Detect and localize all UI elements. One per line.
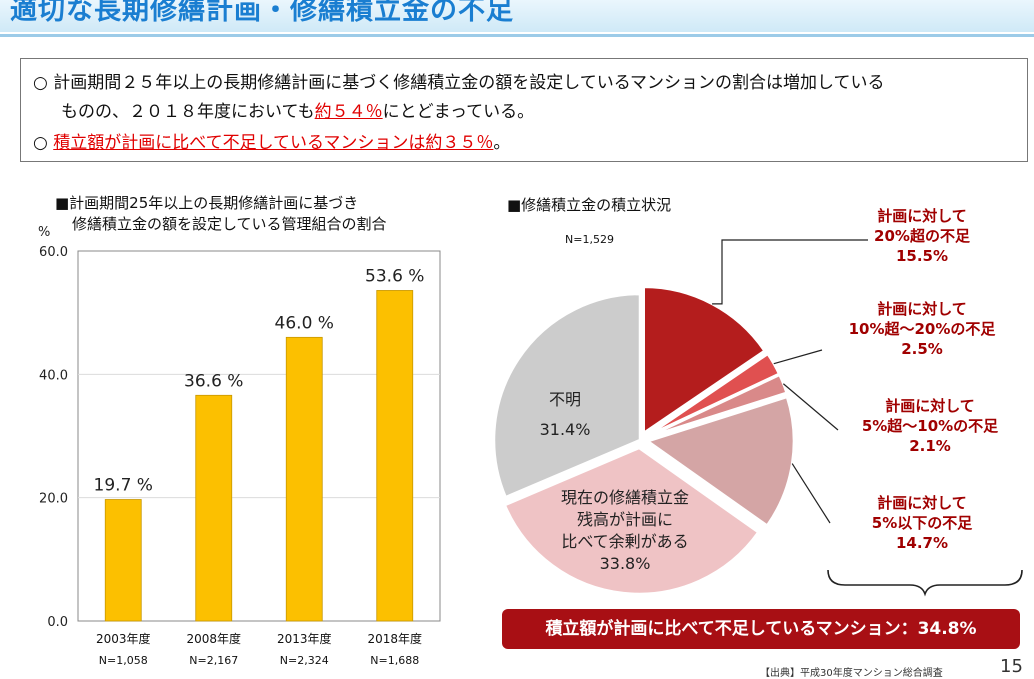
category-label: 2013年度 (277, 631, 332, 646)
pie-callout-label: 計画に対して (877, 207, 967, 225)
y-tick-label: 20.0 (39, 492, 68, 507)
category-label: 2018年度 (367, 631, 422, 646)
header-divider (0, 34, 1034, 37)
bar-plot-frame (77, 250, 441, 622)
bar (285, 336, 323, 622)
pie-slice (503, 446, 761, 596)
summary-text-2b: にとどまっている。 (382, 102, 535, 122)
pie-chart: N=1,529 計画に対して 20%超の不足 15.5% 計画に対して 10%超～20%の… (492, 207, 1023, 597)
bar-value-label: 19.7 % (94, 476, 153, 496)
summary-text-1: 計画期間２５年以上の長期修繕計画に基づく修繕積立金の額を設定しているマンションの… (53, 73, 885, 93)
pie-callout-label: 5%以下の不足 (872, 514, 973, 532)
page-title: 適切な長期修繕計画・修繕積立金の不足 (10, 0, 514, 26)
pie-slice-label: 比べて余剰がある (561, 532, 688, 551)
bar (376, 290, 414, 622)
summary-line-1: ○ 計画期間２５年以上の長期修繕計画に基づく修繕積立金の額を設定しているマンショ… (33, 68, 885, 93)
bar (195, 394, 233, 622)
page-number: 15 (1000, 656, 1023, 677)
bar-chart: 0.0 20.0 40.0 60.0% 19.7 % 2003年度 N=1,058 36.6 … (38, 225, 441, 667)
y-axis-unit: % (38, 225, 50, 240)
source-note: 【出典】平成30年度マンション総合調査 (760, 668, 943, 679)
sample-size-label: N=2,324 (280, 654, 329, 667)
bar-chart-title-2: 修繕積立金の額を設定している管理組合の割合 (72, 215, 387, 233)
summary-box: ○ 計画期間２５年以上の長期修繕計画に基づく修繕積立金の額を設定しているマンショ… (20, 58, 1028, 162)
sample-size-label: N=2,167 (189, 654, 238, 667)
bar-value-label: 36.6 % (184, 371, 243, 391)
summary-highlight-35: 積立額が計画に比べて不足しているマンションは約３５％ (53, 133, 494, 153)
bullet-circle: ○ (33, 73, 48, 93)
pie-slice-label: 不明 (549, 390, 581, 409)
pie-slice-label: 残高が計画に (577, 510, 673, 529)
pie-slice-label: 33.8% (600, 554, 651, 573)
pie-callout-label: 計画に対して (877, 300, 967, 318)
category-label: 2008年度 (186, 631, 241, 646)
leader-line (782, 383, 839, 431)
summary-highlight-54: 約５４％ (314, 102, 383, 122)
pie-slice (492, 292, 642, 499)
pie-slice (645, 395, 796, 528)
summary-text-2a: ものの、２０１８年度においても (61, 102, 315, 122)
leader-line (791, 463, 831, 524)
pie-callout-label: 計画に対して (885, 397, 975, 415)
pie-sample-size: N=1,529 (565, 233, 614, 246)
pie-slice-label: 31.4% (540, 420, 591, 439)
bar-value-label: 53.6 % (365, 266, 424, 286)
leader-line (773, 349, 823, 365)
sample-size-label: N=1,058 (99, 654, 148, 667)
bar-value-label: 46.0 % (275, 313, 334, 333)
bar (104, 499, 142, 622)
pie-slice (646, 373, 789, 439)
leader-line (712, 239, 868, 305)
y-tick-label: 60.0 (39, 245, 68, 260)
pie-callout-label: 計画に対して (877, 494, 967, 512)
header-band (0, 0, 1034, 32)
bullet-circle: ○ (33, 133, 48, 153)
pie-callout-label: 10%超～20%の不足 (849, 320, 997, 338)
y-tick-label: 0.0 (47, 615, 68, 630)
y-tick-label: 40.0 (39, 368, 68, 383)
category-label: 2003年度 (96, 631, 151, 646)
pie-callout-label: 5%超～10%の不足 (862, 417, 999, 435)
bar-chart-title-1: ■計画期間25年以上の長期修繕計画に基づき (55, 194, 359, 212)
sample-size-label: N=1,688 (370, 654, 419, 667)
pie-chart-title: ■修繕積立金の積立状況 (507, 196, 672, 214)
summary-text-3b: 。 (493, 133, 511, 153)
total-shortage-badge: 積立額が計画に比べて不足しているマンション：34.8% (502, 609, 1020, 649)
pie-callout-label: 20%超の不足 (874, 227, 971, 245)
pie-callout-label: 2.5% (901, 340, 943, 358)
pie-slice (642, 285, 767, 436)
summary-line-2: ものの、２０１８年度においても約５４％にとどまっている。 (61, 97, 534, 122)
summary-line-3: ○ 積立額が計画に比べて不足しているマンションは約３５％。 (33, 128, 510, 153)
brace-icon (827, 569, 1023, 597)
pie-callout-label: 2.1% (909, 437, 951, 455)
pie-callout-label: 14.7% (896, 534, 948, 552)
pie-slice-label: 現在の修繕積立金 (561, 488, 689, 507)
pie-callout-label: 15.5% (896, 247, 948, 265)
